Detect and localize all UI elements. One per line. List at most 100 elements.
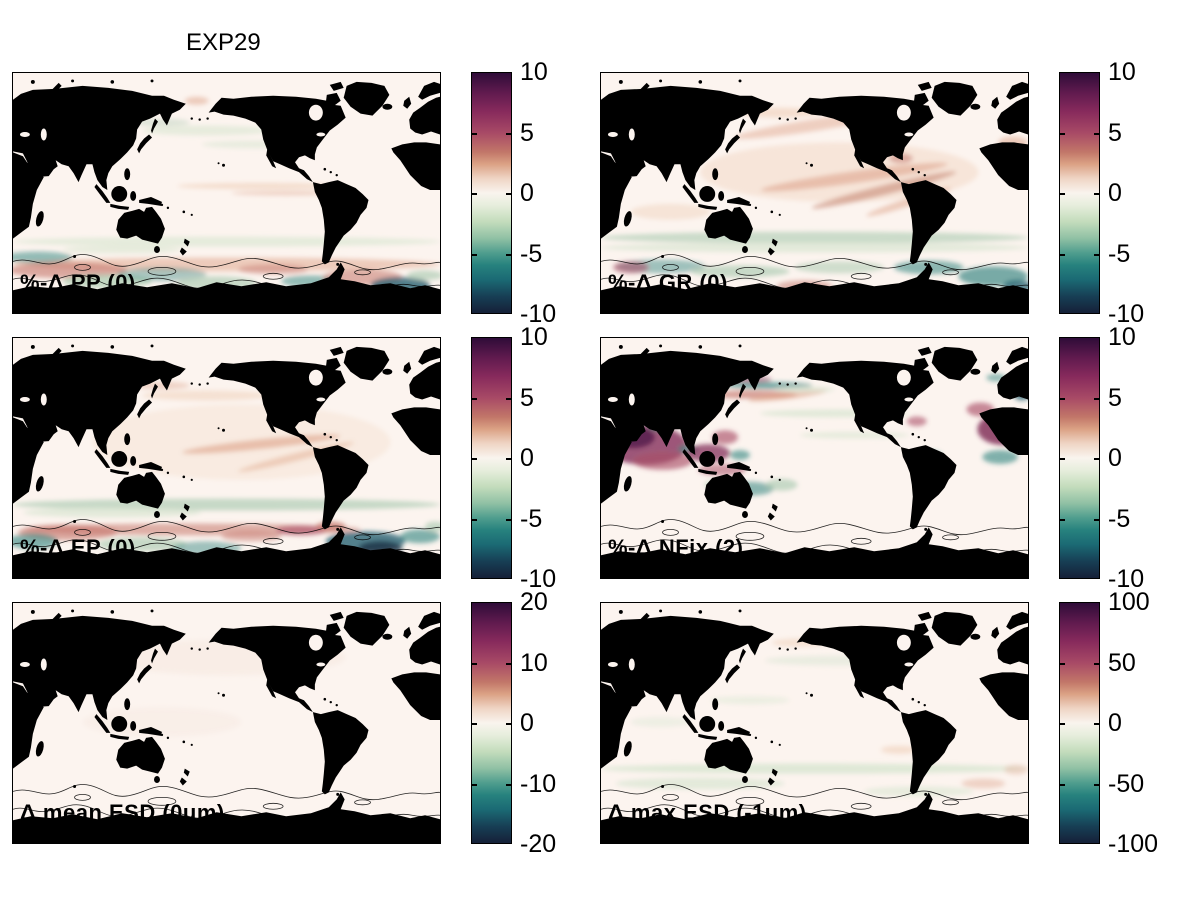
continents: [601, 609, 1028, 843]
anomaly-blob: [62, 245, 182, 254]
map-panel: %-Δ NFix (2) 10 5 0 -5 -10: [600, 325, 1188, 592]
colorbar-tick-label: 0: [1108, 709, 1122, 737]
colorbar: 10 5 0 -5 -10: [471, 60, 556, 327]
landmass-sumatra: [682, 714, 699, 733]
anomaly-blob: [231, 190, 341, 196]
anomaly-blob: [407, 270, 440, 281]
anomaly-blob: [400, 529, 440, 544]
anomaly-blob: [182, 434, 341, 454]
landmass-borneo: [111, 716, 128, 732]
landmass-sulawesi: [130, 191, 137, 201]
landmass-iceland: [382, 633, 393, 640]
landmass-australia: [704, 206, 753, 244]
landmass-greenland: [343, 81, 390, 116]
colorbar-tick-mark: [1060, 132, 1065, 135]
landmass-philippines: [712, 168, 719, 181]
world-map: Δ max ESD (-1um): [600, 602, 1029, 844]
landmass-antarctica: [13, 262, 440, 313]
colorbar-tick-label: -10: [1108, 300, 1145, 328]
colorbar-tick-mark: [1060, 723, 1065, 725]
landmass-madagascar: [623, 476, 632, 492]
landmass-iceland: [382, 368, 393, 375]
small-islands: [30, 344, 340, 531]
landmass-philippines: [124, 698, 131, 711]
landmass-baja: [266, 414, 277, 434]
colorbar-tick-mark: [506, 193, 511, 195]
landmass-sulawesi: [718, 456, 725, 466]
landmass-new-guinea: [139, 461, 162, 471]
landmass-baja: [266, 679, 277, 699]
landmass-japan: [137, 664, 153, 684]
colorbar-tick-mark: [506, 397, 511, 400]
continents: [13, 79, 440, 313]
colorbar: 10 5 0 -5 -10: [1059, 325, 1144, 592]
landmass-novaya-zemlya: [52, 82, 62, 92]
landmass-philippines: [124, 433, 131, 446]
landmass-iceland: [970, 103, 981, 110]
anomaly-blob: [760, 162, 948, 192]
continents: [13, 344, 440, 578]
map-panel: %-Δ GR (0) 10 5 0 -5 -10: [600, 60, 1188, 327]
landmass-africa-west: [979, 407, 1028, 456]
map-canvas: [13, 73, 440, 313]
landmass-ellesmere: [917, 346, 932, 356]
lakes: [19, 634, 326, 671]
landmass-baffin: [325, 357, 341, 372]
colorbar-tick-mark: [506, 723, 511, 725]
landmass-britain: [991, 626, 1000, 639]
colorbar-tick-mark: [506, 662, 511, 665]
landmass-java: [698, 733, 718, 740]
small-islands: [30, 609, 340, 796]
colorbar-tick-mark: [506, 458, 511, 460]
anomaly-blob: [632, 452, 693, 470]
landmass-scandinavia: [1006, 611, 1028, 630]
landmass-south-america: [312, 710, 369, 795]
landmass-africa-east: [601, 417, 632, 504]
landmass-africa-east: [601, 682, 632, 769]
landmass-madagascar: [35, 476, 44, 492]
colorbar-tick-mark: [1094, 518, 1099, 521]
landmass-ellesmere: [329, 81, 344, 91]
world-map: %-Δ EP (0): [12, 337, 441, 579]
anomaly-blob: [690, 265, 790, 278]
colorbar-tick-label: -100: [1108, 830, 1159, 858]
landmass-south-america: [312, 445, 369, 530]
landmass-java: [110, 203, 130, 210]
landmass-britain: [991, 96, 1000, 109]
colorbar: 20 10 0 -10 -20: [471, 590, 556, 857]
landmass-tasmania: [154, 511, 160, 518]
landmass-new-zealand-north: [183, 503, 190, 512]
colorbar-tick-label: 0: [1108, 444, 1122, 472]
landmass-tasmania: [742, 776, 748, 783]
map-canvas: [601, 73, 1028, 313]
map-canvas: [601, 603, 1028, 843]
anomaly-blob: [961, 778, 1006, 789]
colorbar-tick-mark: [472, 458, 477, 460]
colorbar-tick-mark: [472, 723, 477, 725]
landmass-scandinavia: [418, 611, 440, 630]
anomaly-blob: [612, 261, 649, 274]
colorbar-tick-mark: [472, 397, 477, 400]
landmass-madagascar: [623, 741, 632, 757]
landmass-sumatra: [94, 449, 111, 468]
colorbar-tick-mark: [472, 662, 477, 665]
colorbar-tick-mark: [1094, 723, 1099, 725]
map-panel: Δ mean ESD (0um) 20 10 0 -10 -20: [12, 590, 600, 857]
landmass-greenland: [343, 611, 390, 646]
colorbar-tick-label: 10: [520, 648, 548, 677]
landmass-greenland: [931, 611, 978, 646]
landmass-antarctica: [601, 262, 1028, 313]
landmass-baffin: [913, 357, 929, 372]
landmass-africa-west: [979, 672, 1028, 721]
world-map: Δ mean ESD (0um): [12, 602, 441, 844]
landmass-ellesmere: [329, 346, 344, 356]
colorbar-tick-label: 20: [520, 588, 548, 616]
landmass-sakhalin: [739, 118, 746, 134]
landmass-baffin: [325, 92, 341, 107]
colorbar-tick-label: -10: [520, 769, 557, 798]
landmass-scandinavia: [1006, 81, 1028, 100]
landmass-sakhalin: [151, 648, 158, 664]
map-panel: %-Δ PP (0) 10 5 0 -5 -10: [12, 60, 600, 327]
map-canvas: [13, 338, 440, 578]
colorbar-tick-label: -5: [1108, 504, 1131, 533]
